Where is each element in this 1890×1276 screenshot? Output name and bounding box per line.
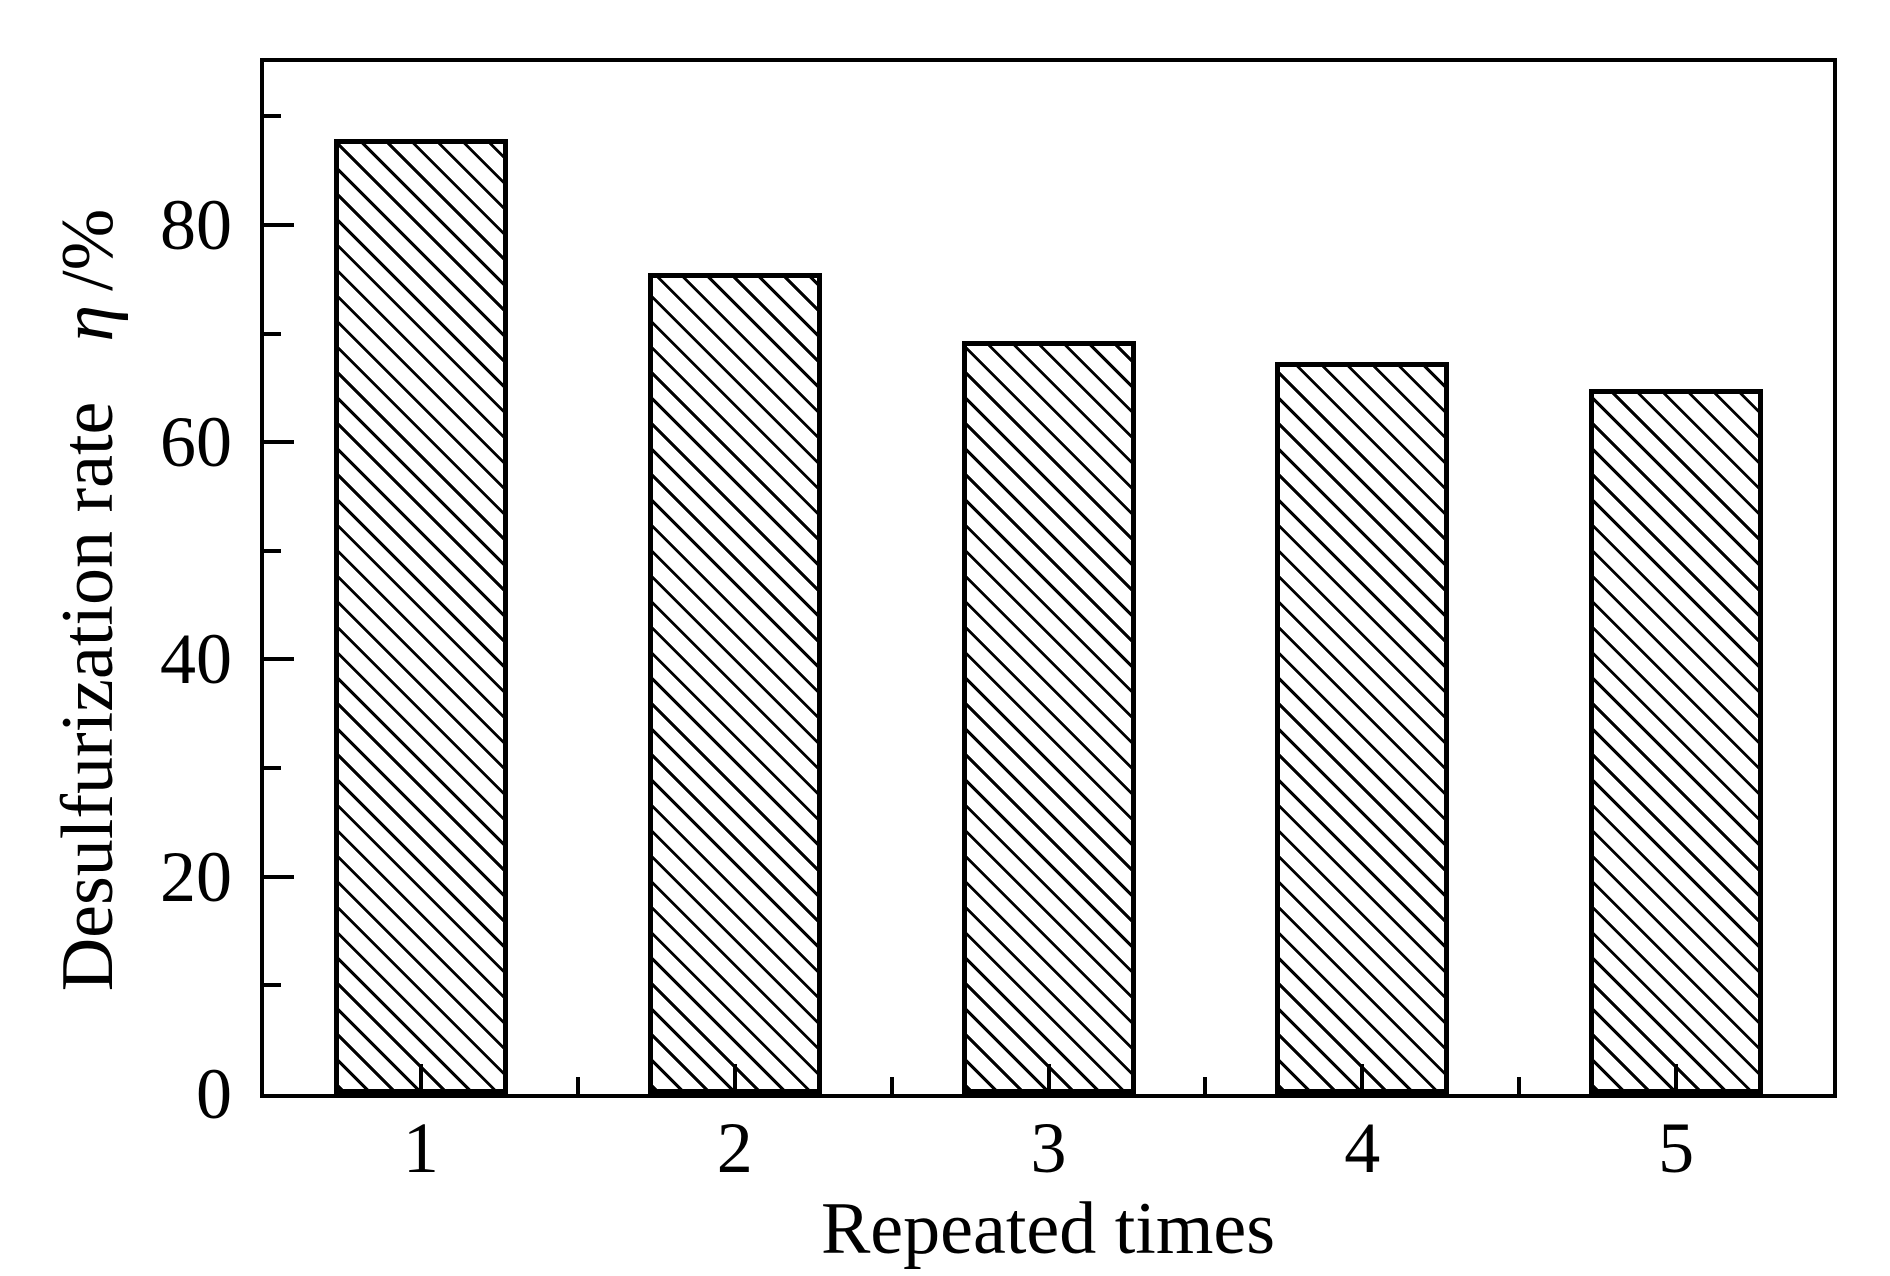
- y-tick-label: 20: [160, 836, 232, 917]
- y-axis-tick-labels: 0 20 40 60 80: [0, 58, 232, 1130]
- x-axis-title: Repeated times: [820, 1188, 1276, 1270]
- y-major-tick: [264, 874, 294, 879]
- bar: [1275, 361, 1450, 1094]
- x-tick-label: 4: [1344, 1108, 1381, 1188]
- y-tick-label: 80: [160, 184, 232, 265]
- y-major-tick: [264, 657, 294, 662]
- y-minor-tick: [264, 548, 281, 553]
- y-major-tick: [264, 222, 294, 227]
- y-axis-title-unit: /%: [47, 208, 129, 291]
- y-minor-tick: [264, 983, 281, 988]
- x-major-tick: [418, 1064, 423, 1094]
- x-major-tick: [1674, 1064, 1679, 1094]
- y-tick-label: 60: [160, 402, 232, 483]
- bar: [333, 139, 508, 1094]
- x-tick-label: 1: [402, 1108, 439, 1188]
- x-major-tick: [1360, 1064, 1365, 1094]
- y-axis-title-text: Desulfurization rate: [47, 401, 129, 992]
- y-major-tick: [264, 440, 294, 445]
- x-minor-tick: [575, 1077, 580, 1094]
- x-tick-label: 2: [716, 1108, 753, 1188]
- bar: [647, 272, 822, 1094]
- x-major-tick: [732, 1064, 737, 1094]
- y-minor-tick: [264, 766, 281, 771]
- y-axis-title: Desulfurization rate η /%: [47, 209, 129, 992]
- y-minor-tick: [264, 114, 281, 119]
- x-major-tick: [1046, 1064, 1051, 1094]
- plot-area: [260, 58, 1837, 1098]
- y-tick-label: 40: [160, 619, 232, 700]
- y-minor-tick: [264, 331, 281, 336]
- x-tick-label: 3: [1030, 1108, 1067, 1188]
- x-minor-tick: [889, 1077, 894, 1094]
- y-axis-title-symbol: η: [47, 304, 129, 342]
- bar: [961, 341, 1136, 1094]
- bar: [1589, 388, 1764, 1094]
- y-tick-label: 0: [196, 1054, 232, 1134]
- x-tick-label: 5: [1658, 1108, 1695, 1188]
- x-minor-tick: [1203, 1077, 1208, 1094]
- x-minor-tick: [1517, 1077, 1522, 1094]
